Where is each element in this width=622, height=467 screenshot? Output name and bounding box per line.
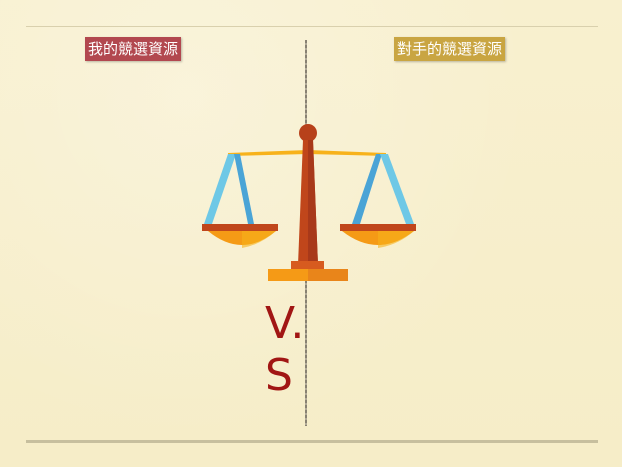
top-divider — [26, 26, 598, 27]
opponent-campaign-resources-label: 對手的競選資源 — [394, 37, 506, 61]
bottom-divider — [26, 440, 598, 443]
versus-text: V. S — [265, 298, 306, 401]
balance-scale-icon — [202, 124, 416, 281]
my-campaign-resources-label: 我的競選資源 — [85, 37, 182, 61]
